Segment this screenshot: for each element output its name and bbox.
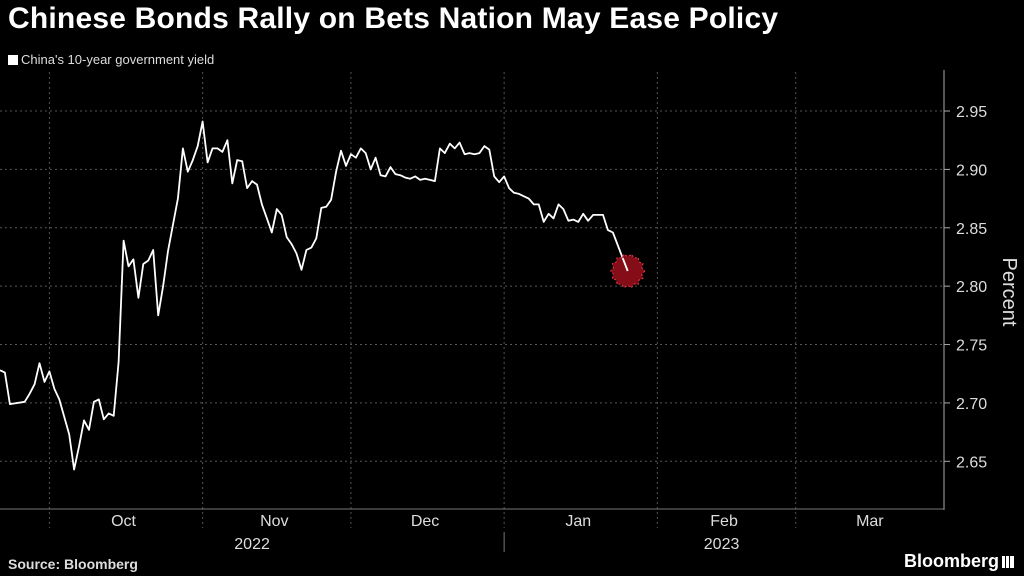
- x-tick-label: Jan: [565, 513, 591, 530]
- marker-line-segment: [621, 257, 629, 272]
- series-line: [0, 120, 629, 471]
- y-axis: 2.65 2.70 2.75 2.80 2.85 2.90 2.95 Percent: [943, 70, 1020, 510]
- y-tick-label: 2.65: [956, 454, 987, 471]
- year-label: 2022: [234, 536, 270, 553]
- y-tick-label: 2.70: [956, 396, 987, 413]
- x-axis: Oct Nov Dec Jan Feb Mar 2022 2023: [0, 508, 944, 553]
- source-note: Source: Bloomberg: [8, 556, 138, 572]
- year-label: 2023: [704, 536, 740, 553]
- x-tick-label: Nov: [260, 513, 288, 530]
- x-tick-label: Feb: [710, 513, 738, 530]
- legend: China's 10-year government yield: [8, 52, 214, 67]
- series-layer: [0, 120, 629, 471]
- x-tick-label: Oct: [111, 513, 136, 530]
- y-tick-label: 2.80: [956, 279, 987, 296]
- brand-mark-icon: [1002, 555, 1014, 568]
- grid-lines: [0, 110, 944, 462]
- brand-name: Bloomberg: [903, 551, 999, 571]
- x-tick-label: Mar: [856, 513, 884, 530]
- brand-logo: Bloomberg: [904, 551, 1014, 572]
- y-tick-label: 2.90: [956, 162, 987, 179]
- marker-layer: [610, 253, 646, 289]
- y-tick-label: 2.95: [956, 104, 987, 121]
- x-tick-label: Dec: [411, 513, 439, 530]
- y-tick-label: 2.75: [956, 338, 987, 355]
- month-dividers: [48, 72, 945, 528]
- legend-swatch: [8, 54, 18, 65]
- legend-label: China's 10-year government yield: [21, 52, 215, 67]
- highlight-marker: [610, 253, 646, 289]
- y-tick-label: 2.85: [956, 221, 987, 238]
- marker-starburst: [610, 253, 646, 289]
- y-axis-title: Percent: [998, 258, 1020, 327]
- chart-title: Chinese Bonds Rally on Bets Nation May E…: [8, 2, 779, 35]
